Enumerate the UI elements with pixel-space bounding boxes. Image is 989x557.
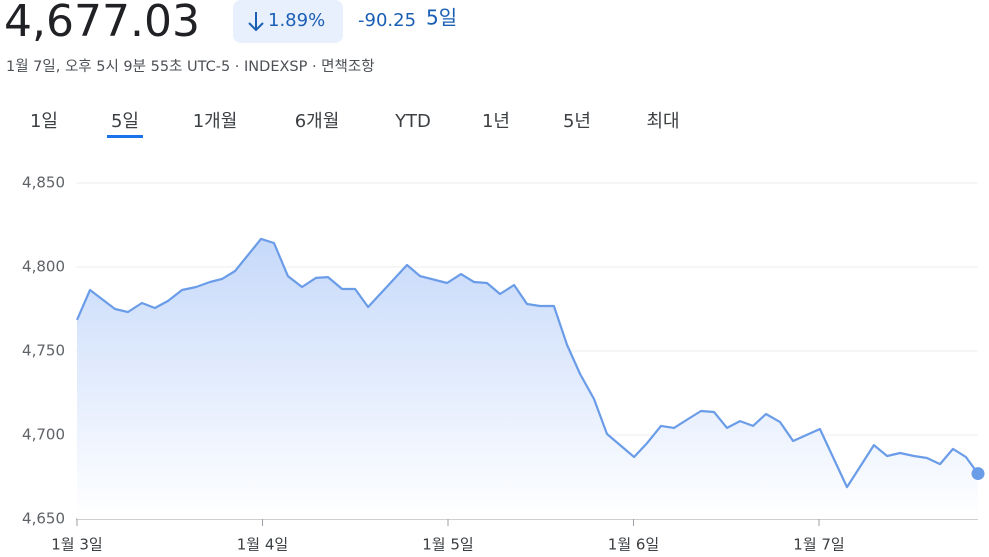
change-badge xyxy=(233,0,343,43)
price-line xyxy=(75,237,979,489)
x-tick-label: 1월 6일 xyxy=(608,536,659,554)
down-arrow xyxy=(248,12,264,32)
range-tab[interactable]: 6개월 xyxy=(295,111,340,132)
range-tab[interactable]: 1년 xyxy=(482,111,510,132)
y-tick-label: 4,850 xyxy=(22,174,65,192)
range-tab[interactable]: 5일 xyxy=(111,111,139,132)
range-tab[interactable]: 최대 xyxy=(646,111,679,132)
range-tab[interactable]: 1개월 xyxy=(193,111,238,132)
tab-underline xyxy=(107,135,143,138)
price: 4,677.03 xyxy=(4,0,200,47)
area-fill xyxy=(77,238,978,519)
range-tab[interactable]: 1일 xyxy=(30,111,58,132)
y-tick-label: 4,800 xyxy=(22,258,65,276)
x-tick-label: 1월 7일 xyxy=(793,536,844,554)
y-tick-label: 4,750 xyxy=(22,342,65,360)
change-period: 5일 xyxy=(426,6,457,30)
x-tick-label: 1월 3일 xyxy=(51,536,102,554)
range-tab[interactable]: 5년 xyxy=(563,111,591,132)
change-percent: 1.89% xyxy=(268,10,325,31)
change-value: -90.25 xyxy=(358,10,416,31)
x-tick-label: 1월 5일 xyxy=(422,536,473,554)
subtitle: 1월 7일, 오후 5시 9분 55초 UTC-5 · INDEXSP · 면책… xyxy=(6,58,375,75)
last-point xyxy=(971,467,985,481)
x-tick-label: 1월 4일 xyxy=(237,536,288,554)
y-tick-label: 4,700 xyxy=(22,426,65,444)
range-tab[interactable]: YTD xyxy=(394,111,431,132)
y-tick-label: 4,650 xyxy=(22,510,65,528)
